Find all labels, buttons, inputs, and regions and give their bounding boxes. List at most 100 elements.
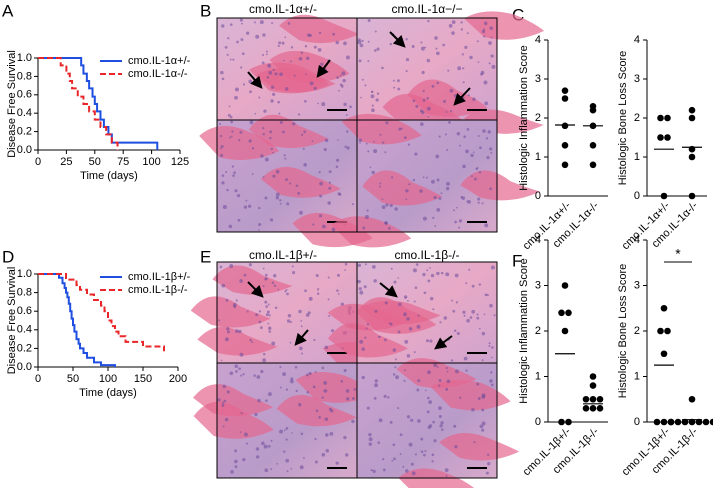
cell: [488, 345, 491, 348]
cell: [262, 267, 265, 270]
cell: [374, 379, 378, 383]
cell: [407, 299, 409, 302]
image-header: cmo.IL-1α+/-: [249, 2, 317, 16]
cell: [315, 409, 319, 413]
cell: [321, 452, 326, 457]
cell: [480, 70, 485, 75]
cell: [287, 22, 291, 25]
cell: [405, 38, 408, 41]
cell: [445, 474, 448, 477]
cell: [404, 339, 409, 344]
cell: [448, 120, 451, 124]
cell: [487, 130, 491, 134]
cell: [435, 47, 438, 50]
cell: [479, 424, 484, 429]
cell: [419, 189, 423, 193]
cell: [471, 309, 476, 314]
cell: [259, 326, 263, 330]
cell: [258, 229, 260, 231]
data-point: [660, 304, 668, 312]
cell: [340, 85, 344, 88]
cell: [461, 53, 464, 56]
cell: [242, 373, 245, 376]
cell: [397, 330, 401, 334]
cell: [422, 98, 426, 102]
arrow: [379, 282, 398, 298]
cell: [357, 263, 362, 268]
cell: [289, 60, 292, 63]
bone-region: [460, 170, 541, 201]
cell: [488, 62, 491, 65]
cell: [384, 301, 388, 305]
cell: [456, 131, 461, 136]
cell: [390, 267, 393, 270]
cell: [320, 62, 324, 66]
cell: [246, 310, 249, 313]
cell: [351, 397, 355, 400]
cell: [343, 435, 347, 440]
x-tick-label: 50: [89, 156, 101, 168]
cell: [481, 202, 484, 205]
cell: [299, 465, 304, 470]
cell: [361, 375, 365, 380]
cell: [319, 194, 323, 198]
cell: [321, 366, 325, 370]
cell: [360, 96, 362, 99]
cell: [426, 339, 430, 343]
cell: [229, 371, 234, 376]
cell: [313, 338, 316, 341]
cell: [268, 392, 272, 397]
cell: [248, 139, 252, 143]
cell: [219, 147, 222, 150]
bone-region: [248, 114, 329, 149]
cell: [371, 104, 374, 107]
cell: [451, 299, 454, 302]
cell: [381, 66, 384, 70]
cell: [491, 346, 494, 349]
cell: [234, 449, 238, 453]
cell: [305, 373, 309, 377]
cell: [484, 293, 488, 297]
cell: [471, 408, 475, 412]
cell: [313, 45, 317, 49]
y-tick-label: 0.8: [17, 287, 32, 299]
cell: [371, 108, 375, 113]
cell: [417, 419, 421, 423]
cell: [290, 46, 294, 49]
cell: [255, 34, 260, 39]
cell: [312, 223, 315, 226]
cell: [336, 289, 339, 292]
data-point: [558, 418, 565, 426]
cell: [300, 133, 304, 136]
bone-region: [327, 323, 408, 358]
cell: [379, 185, 382, 188]
cell: [286, 292, 289, 296]
cell: [445, 186, 450, 191]
cell: [451, 20, 456, 24]
cell: [344, 145, 347, 148]
cell: [358, 138, 363, 143]
cell: [459, 144, 462, 147]
cell: [463, 356, 468, 361]
cell: [248, 263, 252, 267]
cell: [384, 221, 388, 225]
cell: [477, 135, 480, 137]
cell: [361, 347, 365, 351]
cell: [234, 95, 238, 100]
cell: [490, 371, 493, 374]
cell: [367, 150, 370, 153]
cell: [412, 178, 416, 182]
cell: [390, 176, 394, 179]
cell: [426, 96, 429, 100]
cell: [371, 264, 376, 269]
cell: [385, 121, 389, 125]
y-tick-label: 3: [535, 279, 541, 291]
cell: [476, 382, 480, 386]
cell: [229, 136, 232, 139]
cell: [283, 429, 286, 432]
cell: [327, 298, 330, 301]
cell: [274, 72, 278, 76]
cell: [272, 92, 276, 96]
significance-label: *: [675, 246, 681, 262]
cell: [261, 441, 265, 446]
